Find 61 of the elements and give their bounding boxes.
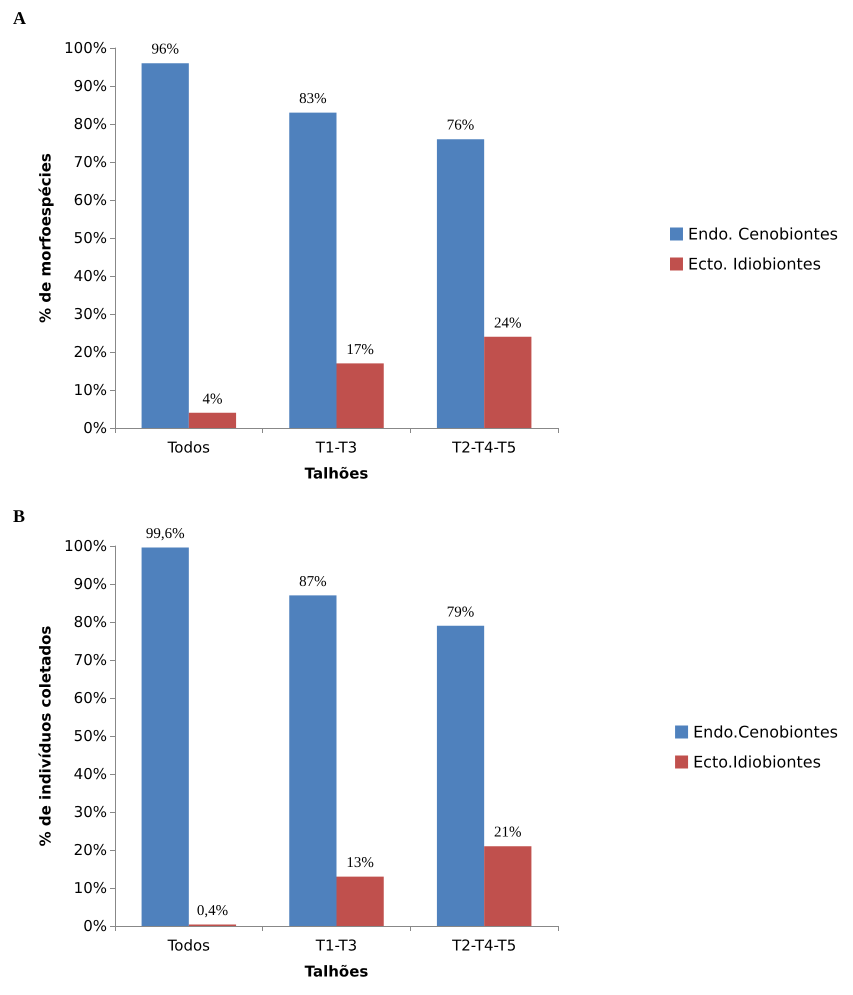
legend-label: Ecto. Idiobiontes [688,254,821,274]
data-label: 87% [299,573,327,590]
data-label: 17% [346,342,374,358]
y-tick-label: 0% [83,419,107,437]
y-tick-label: 60% [74,688,107,706]
data-label: 83% [299,91,327,108]
data-label: 76% [446,118,474,134]
x-tick-label: Todos [166,936,210,954]
y-tick-label: 50% [74,229,107,247]
y-tick-label: 100% [64,536,107,554]
data-label: 21% [494,824,522,840]
bar [436,139,484,428]
bar [484,846,532,926]
legend-label: Ecto.Idiobiontes [693,752,821,771]
bar [336,363,384,428]
x-tick-label: Todos [166,438,210,456]
x-axis-title: Talhões [304,464,368,482]
y-tick-label: 70% [74,650,107,668]
bar [289,112,336,428]
data-label: 24% [494,315,522,332]
data-label: 79% [446,604,474,620]
bar [336,876,384,926]
data-label: 13% [346,854,374,871]
legend-label: Endo. Cenobiontes [688,224,838,244]
y-tick-label: 30% [74,305,107,323]
chart-title: A [13,8,26,28]
bar [289,594,336,926]
y-tick-label: 80% [74,612,107,630]
bar [484,336,532,428]
y-tick-label: 30% [74,802,107,820]
y-tick-label: 10% [74,381,107,399]
y-tick-label: 40% [74,267,107,285]
y-axis-title: % de indivíduos coletados [36,625,54,846]
y-tick-label: 50% [74,726,107,744]
y-tick-label: 20% [74,343,107,361]
data-label: 0,4% [196,902,228,918]
data-label: 4% [202,391,222,408]
y-tick-label: 10% [74,878,107,896]
y-tick-label: 80% [74,115,107,133]
x-tick-label: T2-T4-T5 [451,936,516,954]
y-tick-label: 20% [74,840,107,858]
data-label: 99,6% [146,526,185,542]
bar [142,547,189,926]
data-label: 96% [151,42,179,58]
legend-label: Endo.Cenobiontes [693,722,838,741]
chart-title: B [13,506,26,526]
y-tick-label: 90% [74,574,107,592]
bar [436,625,484,926]
y-axis-title: % de morfoespécies [36,153,54,323]
bar [142,63,189,428]
y-tick-label: 40% [74,764,107,782]
x-tick-label: T1-T3 [314,438,358,456]
bar [188,412,236,428]
x-tick-label: T2-T4-T5 [451,438,516,456]
y-tick-label: 100% [64,39,107,57]
y-tick-label: 0% [83,916,107,934]
x-axis-title: Talhões [304,962,368,980]
y-tick-label: 60% [74,191,107,209]
x-tick-label: T1-T3 [314,936,358,954]
y-tick-label: 90% [74,77,107,95]
y-tick-label: 70% [74,153,107,171]
